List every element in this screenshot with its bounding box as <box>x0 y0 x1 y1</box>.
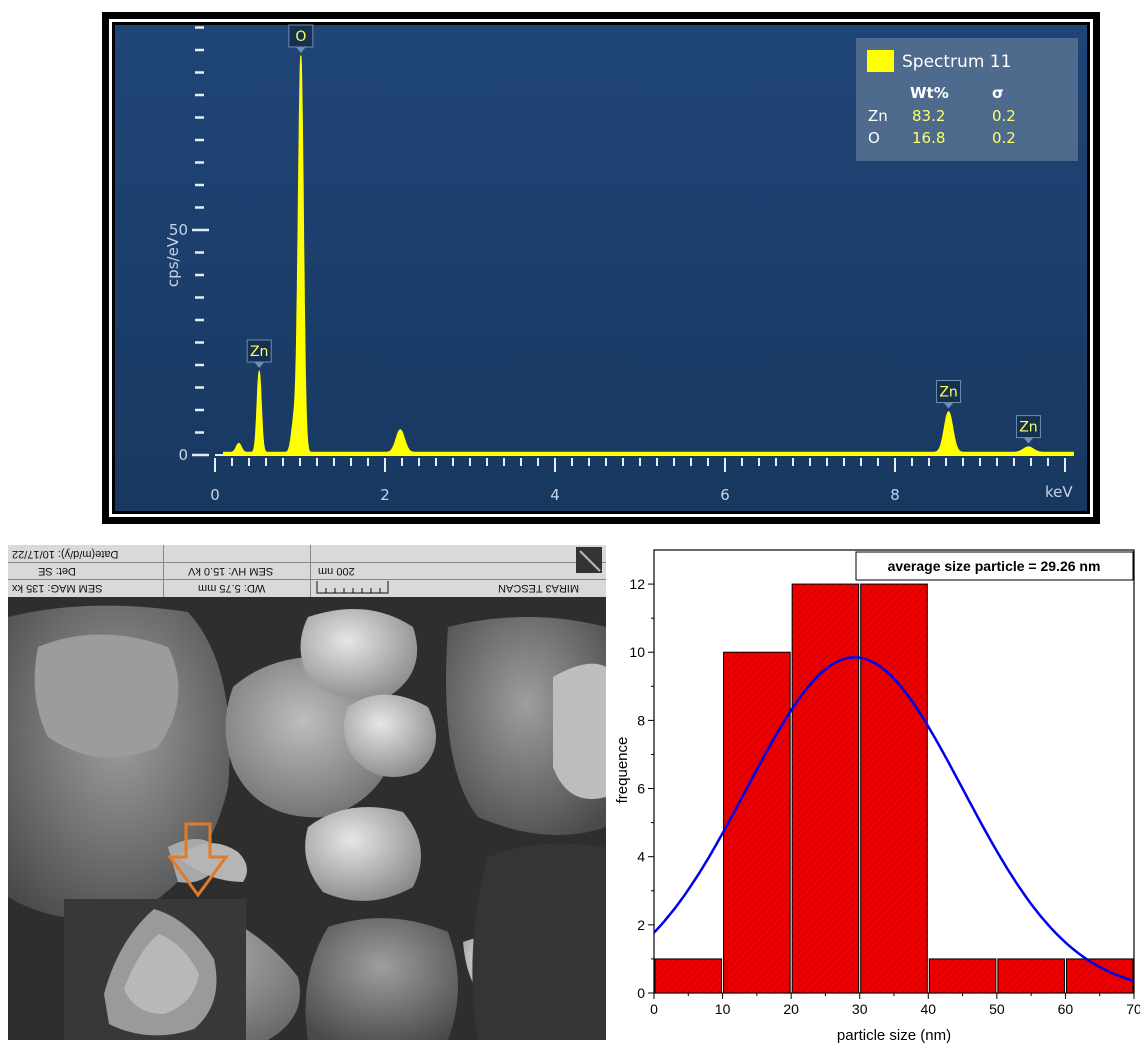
eds-spectrum-series <box>223 54 1074 456</box>
hist-y-tick-label: 10 <box>629 644 645 660</box>
hist-y-tick-label: 0 <box>637 985 645 1001</box>
eds-peak-label: Zn <box>936 380 962 409</box>
hist-bar <box>860 583 928 994</box>
eds-legend-wt: 16.8 <box>912 129 945 147</box>
particle <box>300 609 418 700</box>
particle <box>34 634 179 758</box>
sem-info-row: SEM MAG: 135 kx WD: 5.75 mm MIRA3 TESCAN <box>8 579 606 596</box>
sem-scale-label: 200 nm <box>318 565 355 577</box>
hist-x-tick-label: 30 <box>852 1001 868 1017</box>
eds-spectrum-chart: 0 2 4 6 8 0 50 Zn O Zn Zn cps/eV keV Spectrum 11 … <box>115 24 1087 511</box>
hist-y-tick-label: 12 <box>629 576 645 592</box>
eds-legend-element: O <box>868 129 880 147</box>
eds-peak-label-pointer <box>295 47 306 53</box>
particle <box>305 918 458 1040</box>
sem-working-distance: WD: 5.75 mm <box>198 582 266 594</box>
eds-legend-header-wt: Wt% <box>910 84 949 102</box>
particle <box>178 843 247 882</box>
eds-x-tick-label: 6 <box>720 486 730 504</box>
sem-date: Date(m/d/y): 10/17/22 <box>12 548 119 560</box>
hist-y-tick-label: 6 <box>637 781 645 797</box>
particle <box>305 807 421 901</box>
eds-peak-label-pointer <box>254 362 265 368</box>
hist-bar <box>928 958 997 994</box>
hist-x-tick-label: 40 <box>920 1001 936 1017</box>
eds-x-tick-label: 8 <box>890 486 900 504</box>
sem-hv: SEM HV: 15.0 kV <box>188 565 274 577</box>
sem-instrument: MIRA3 TESCAN <box>498 582 580 594</box>
eds-peak-label: Zn <box>1015 415 1041 444</box>
eds-x-tick-label: 2 <box>380 486 390 504</box>
sem-magnification: SEM MAG: 135 kx <box>12 582 103 594</box>
hist-x-tick-label: 70 <box>1126 1001 1140 1017</box>
hist-bar <box>791 583 860 994</box>
eds-peak-label: O <box>288 24 314 53</box>
particle <box>553 663 606 799</box>
hist-x-tick-label: 50 <box>989 1001 1005 1017</box>
hist-gaussian-fit <box>653 656 1135 983</box>
hist-y-tick-label: 2 <box>637 917 645 933</box>
sem-divider <box>310 545 311 597</box>
eds-xlabel: keV <box>1045 483 1073 501</box>
sem-info-bar: Date(m/d/y): 10/17/22 Det: SE SEM HV: 15… <box>8 545 606 597</box>
hist-bar <box>1065 958 1134 994</box>
eds-x-tick-label: 0 <box>210 486 220 504</box>
particle <box>344 694 436 777</box>
hist-x-tick-label: 60 <box>1058 1001 1074 1017</box>
hist-y-tick-label: 4 <box>637 849 645 865</box>
particle <box>472 843 606 1040</box>
orange-arrow-icon <box>167 822 229 898</box>
particle-size-histogram: 0 10 20 30 40 50 60 70 0 2 4 6 8 10 12 average size pa… <box>614 549 1140 1044</box>
eds-peak-label-text: Zn <box>1019 420 1037 436</box>
hist-ylabel: frequence <box>614 737 631 804</box>
sem-corner-logo <box>576 547 602 573</box>
particle-size-histogram-panel: 0 10 20 30 40 50 60 70 0 2 4 6 8 10 12 average size pa… <box>610 540 1140 1045</box>
eds-peak-label-text: Zn <box>939 385 957 401</box>
eds-ylabel: cps/eV <box>164 236 182 287</box>
hist-x-tick-label: 10 <box>715 1001 731 1017</box>
hist-y-tick-label: 8 <box>637 712 645 728</box>
eds-legend: Spectrum 11 Wt% σ Zn 83.2 0.2 O 16.8 0.2 <box>856 38 1078 161</box>
eds-y-tick-label: 0 <box>178 446 188 464</box>
eds-legend-header-sigma: σ <box>992 84 1004 102</box>
hist-x-tick-label: 20 <box>783 1001 799 1017</box>
hist-average-label: average size particle = 29.26 nm <box>888 558 1101 574</box>
eds-legend-sigma: 0.2 <box>992 107 1016 125</box>
eds-peak-label: Zn <box>246 339 272 368</box>
eds-peak-label-pointer <box>1023 437 1034 444</box>
eds-legend-sigma: 0.2 <box>992 129 1016 147</box>
eds-peak-label-text: O <box>295 29 306 45</box>
eds-legend-swatch <box>867 50 894 72</box>
sem-scale-bar <box>316 581 389 594</box>
eds-spectrum-panel: 0 2 4 6 8 0 50 Zn O Zn Zn cps/eV keV Spectrum 11 … <box>102 12 1100 524</box>
sem-inset-zoom <box>64 899 246 1040</box>
sem-micrograph-panel: Date(m/d/y): 10/17/22 Det: SE SEM HV: 15… <box>8 545 606 1040</box>
hist-xlabel: particle size (nm) <box>837 1027 951 1044</box>
sem-detector: Det: SE <box>38 565 76 577</box>
sem-divider <box>163 545 164 597</box>
hist-bar <box>654 958 723 994</box>
hist-bar <box>723 651 791 994</box>
hist-average-box <box>855 551 1134 581</box>
eds-peak-label-pointer <box>943 402 954 409</box>
eds-legend-wt: 83.2 <box>912 107 945 125</box>
eds-peak-label-text: Zn <box>250 344 268 360</box>
sem-info-row: Date(m/d/y): 10/17/22 <box>8 545 606 563</box>
eds-x-tick-label: 4 <box>550 486 560 504</box>
eds-y-tick-label: 50 <box>169 221 188 239</box>
eds-legend-title: Spectrum 11 <box>902 52 1011 72</box>
hist-x-tick-label: 0 <box>650 1001 658 1017</box>
sem-info-row: Det: SE SEM HV: 15.0 kV 200 nm <box>8 562 606 580</box>
eds-legend-element: Zn <box>868 107 888 125</box>
hist-bar <box>997 958 1065 994</box>
